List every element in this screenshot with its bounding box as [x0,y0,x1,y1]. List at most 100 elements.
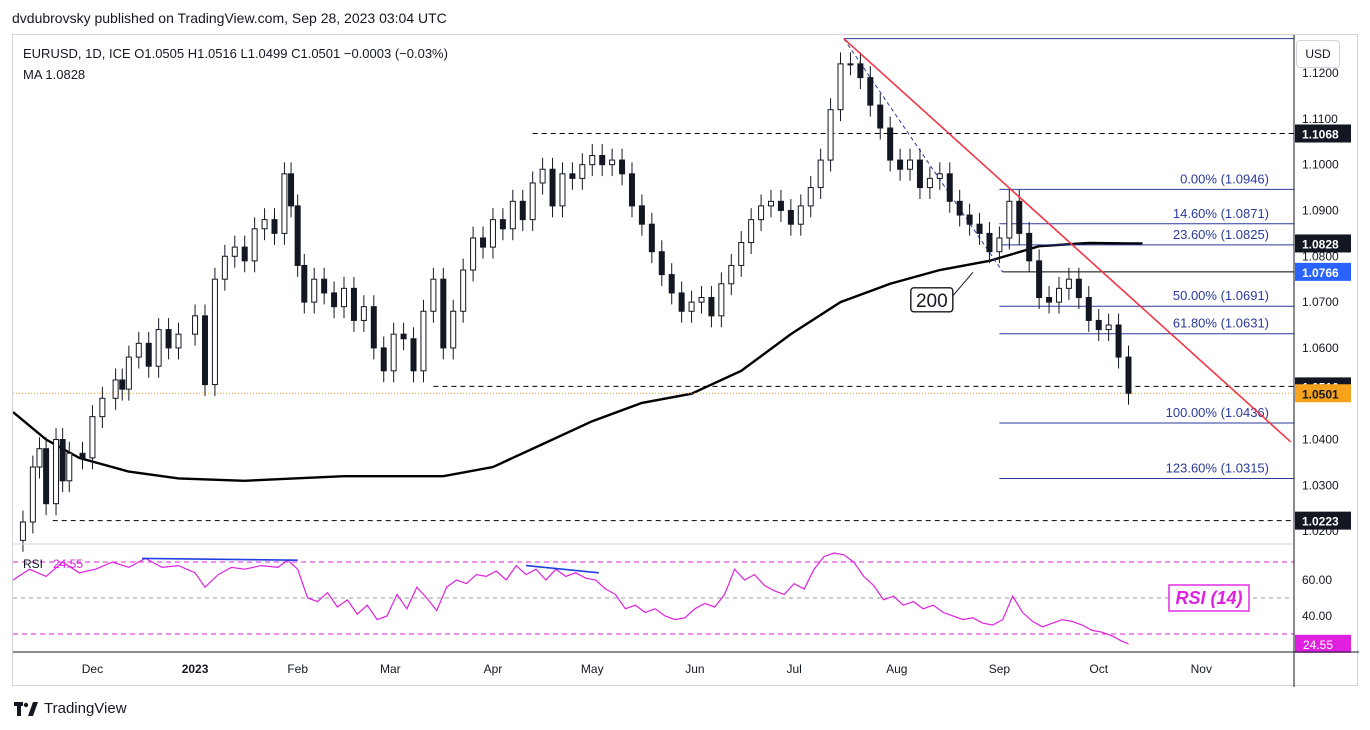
candle-body [135,342,142,358]
candle-body [360,306,367,321]
price-tick-label: 1.0600 [1302,341,1339,355]
price-tick-label: 1.1200 [1302,66,1339,80]
candle [311,267,318,314]
time-tick-label: 2023 [182,662,209,676]
currency-button[interactable]: USD [1296,40,1340,68]
candle-body [688,301,695,312]
candle-body [331,292,338,308]
candle [99,386,106,429]
candle-body [288,173,295,207]
candle [599,144,606,177]
candle [956,189,963,227]
time-tick-label: May [581,662,604,676]
candle [877,93,884,140]
candle-body [201,315,208,386]
candle-body [350,287,357,321]
price-axis-tag-text: 1.0223 [1302,515,1339,529]
candle-body [787,209,794,225]
candle [125,345,132,401]
price-axis-tag [1295,234,1351,253]
candle-body [390,333,397,372]
candle-body [125,356,132,390]
candle-body [175,333,182,349]
candle [165,318,172,360]
candle [589,144,596,177]
candle-body [897,159,904,170]
candle [648,212,655,264]
fib-level-label: 0.00% (1.0946) [1180,171,1269,186]
brand-name: TradingView [44,700,127,717]
candle [807,176,814,218]
candle [261,208,268,241]
candle [288,162,295,218]
candle-body [261,219,268,230]
candle-body [817,159,824,189]
candle [79,441,86,470]
candle [1036,249,1043,309]
trendline-layer [843,38,1292,443]
chart-panel[interactable]: 200 0.00% (1.0946) 14.60% (1.0871) 23.60% … [12,34,1359,687]
candle-body [797,205,804,225]
candle [867,66,874,117]
candle [480,226,487,259]
candle [112,368,119,410]
ma-label-box [910,287,954,313]
candle-body [499,219,506,230]
rsi-divergence-line [525,564,599,574]
candle-body [827,109,834,161]
rsi-tick-label: 40.00 [1302,609,1332,623]
candle [1095,308,1102,342]
candle-body [251,228,258,262]
candle-body [619,159,626,175]
candle [460,258,467,323]
candle [499,208,506,241]
candle-body [1125,356,1132,394]
candle-body [43,448,50,505]
candle [698,286,705,314]
ma-legend: MA 1.0828 [23,67,86,82]
candle [1065,267,1072,300]
ma-layer: 200 [13,241,1143,482]
candle-body [579,164,586,179]
candle-body [192,315,199,335]
candle [135,331,142,369]
candle-body [480,237,487,248]
candle [271,208,278,245]
candle [36,437,43,479]
candle [887,116,894,172]
candle-body [341,287,348,308]
rsi-divergence-line [142,557,298,561]
candle-body [807,187,814,207]
candle [996,226,1003,264]
candle [738,231,745,277]
candle-body [509,200,516,230]
candle-body [847,63,854,66]
candle [797,194,804,236]
candle-body [59,439,66,482]
candle [155,318,162,378]
candle [192,304,199,346]
candle-body [837,63,844,111]
candle-body [569,173,576,179]
tradingview-brand[interactable]: TradingView [14,700,127,717]
candle-body [119,379,126,390]
symbol-legend: EURUSD, 1D, ICE O1.0505 H1.0516 L1.0499 … [23,46,448,61]
price-axis-tag [1295,384,1351,403]
candle-body [29,466,36,523]
rsi-value: 24.55 [53,557,83,571]
candle [638,194,645,236]
time-tick-label: Mar [380,662,401,676]
price-chart[interactable]: 200 0.00% (1.0946) 14.60% (1.0871) 23.60% … [13,35,1359,687]
candle [678,281,685,323]
candle [569,162,576,190]
candle-body [768,200,775,207]
candle-body [916,159,923,189]
price-axis-tag [1295,262,1351,281]
candle [976,212,983,245]
candle [986,221,993,264]
candle-body [589,154,596,166]
time-tick-label: Sep [989,662,1011,676]
ma-label-pointer [952,271,974,297]
candle [341,276,348,319]
